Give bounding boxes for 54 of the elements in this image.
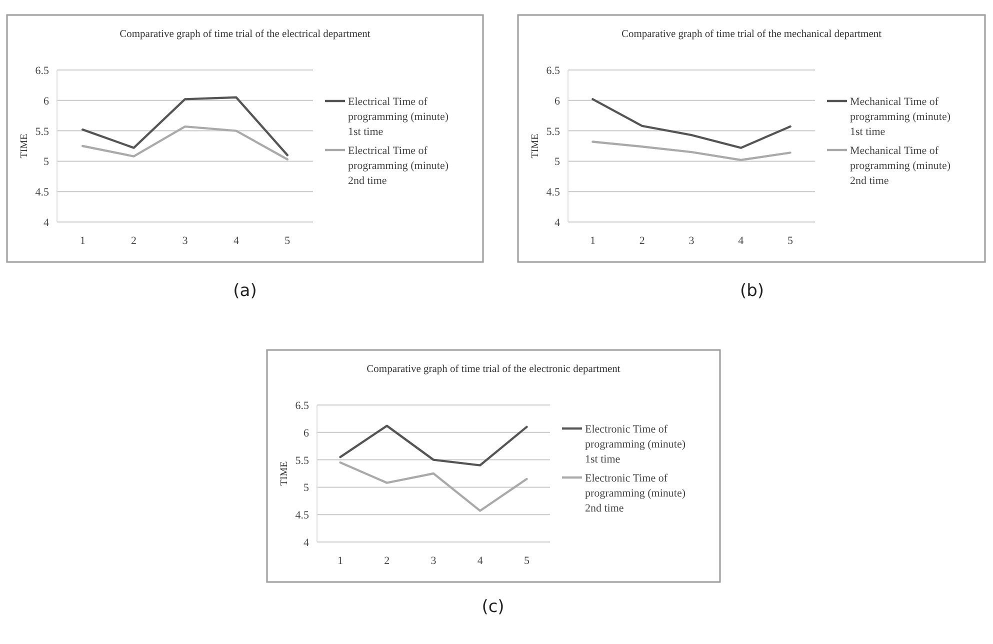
legend-label: Electronic Time of programming (minute) 1st time bbox=[585, 424, 686, 466]
x-tick-label: 1 bbox=[338, 555, 344, 567]
y-tick-label: 5 bbox=[304, 482, 310, 494]
y-tick-label: 6 bbox=[44, 95, 50, 108]
line-series bbox=[339, 461, 528, 512]
x-tick-label: 5 bbox=[284, 235, 291, 247]
y-tick-label: 4.5 bbox=[546, 186, 560, 199]
x-tick-label: 4 bbox=[477, 555, 484, 567]
x-tick-label: 4 bbox=[233, 235, 240, 247]
x-tick-label: 2 bbox=[639, 235, 645, 247]
y-tick-label: 5.5 bbox=[295, 454, 310, 467]
text: (b) bbox=[740, 281, 764, 301]
y-tick-label: 4 bbox=[44, 217, 50, 229]
line-series bbox=[592, 140, 792, 162]
line-series bbox=[82, 125, 288, 160]
x-tick-label: 5 bbox=[788, 235, 794, 247]
x-tick-label: 4 bbox=[738, 235, 744, 247]
x-tick-label: 3 bbox=[688, 235, 695, 247]
y-tick-label: 5.5 bbox=[35, 126, 50, 138]
y-tick-label: 4 bbox=[304, 537, 310, 549]
x-tick-label: 2 bbox=[131, 235, 137, 247]
x-tick-label: 3 bbox=[430, 555, 437, 567]
legend-label: Electronic Time of programming (minute) 2nd time bbox=[585, 472, 686, 514]
y-tick-label: 4.5 bbox=[295, 510, 310, 522]
x-tick-label: 1 bbox=[80, 235, 86, 247]
x-tick-label: 3 bbox=[182, 235, 188, 247]
chart-title: Comparative graph of time trial of the electronic department bbox=[366, 364, 620, 375]
y-tick-label: 4.5 bbox=[35, 186, 50, 199]
text: (a) bbox=[233, 281, 257, 301]
y-tick-label: 6 bbox=[304, 427, 310, 440]
y-tick-label: 6.5 bbox=[546, 65, 560, 77]
chart-title: Comparative graph of time trial of the electrical department bbox=[120, 29, 370, 40]
y-tick-label: 5 bbox=[44, 156, 50, 168]
text: (c) bbox=[482, 597, 504, 617]
y-axis-title: TIME bbox=[279, 461, 290, 486]
y-tick-label: 4 bbox=[554, 217, 560, 229]
y-tick-label: 6.5 bbox=[35, 65, 50, 77]
y-tick-label: 6 bbox=[554, 95, 560, 108]
legend-label: Mechanical Time of programming (minute) 1st time bbox=[850, 96, 951, 138]
x-tick-label: 2 bbox=[384, 555, 390, 567]
y-axis-title: TIME bbox=[19, 134, 30, 158]
y-axis-title: TIME bbox=[530, 134, 541, 158]
x-tick-label: 1 bbox=[590, 235, 596, 247]
legend-label: Electrical Time of programming (minute) 1st time bbox=[348, 96, 449, 138]
chart-title: Comparative graph of time trial of the mechanical department bbox=[621, 29, 882, 40]
line-series bbox=[592, 98, 792, 149]
line-series bbox=[82, 96, 288, 156]
y-tick-label: 6.5 bbox=[295, 400, 310, 412]
legend-label: Mechanical Time of programming (minute) 2nd time bbox=[850, 145, 951, 187]
y-tick-label: 5.5 bbox=[546, 126, 560, 138]
y-tick-label: 5 bbox=[554, 156, 560, 168]
x-tick-label: 5 bbox=[524, 555, 530, 567]
legend-label: Electrical Time of programming (minute) 2nd time bbox=[348, 145, 449, 187]
line-series bbox=[339, 424, 528, 466]
